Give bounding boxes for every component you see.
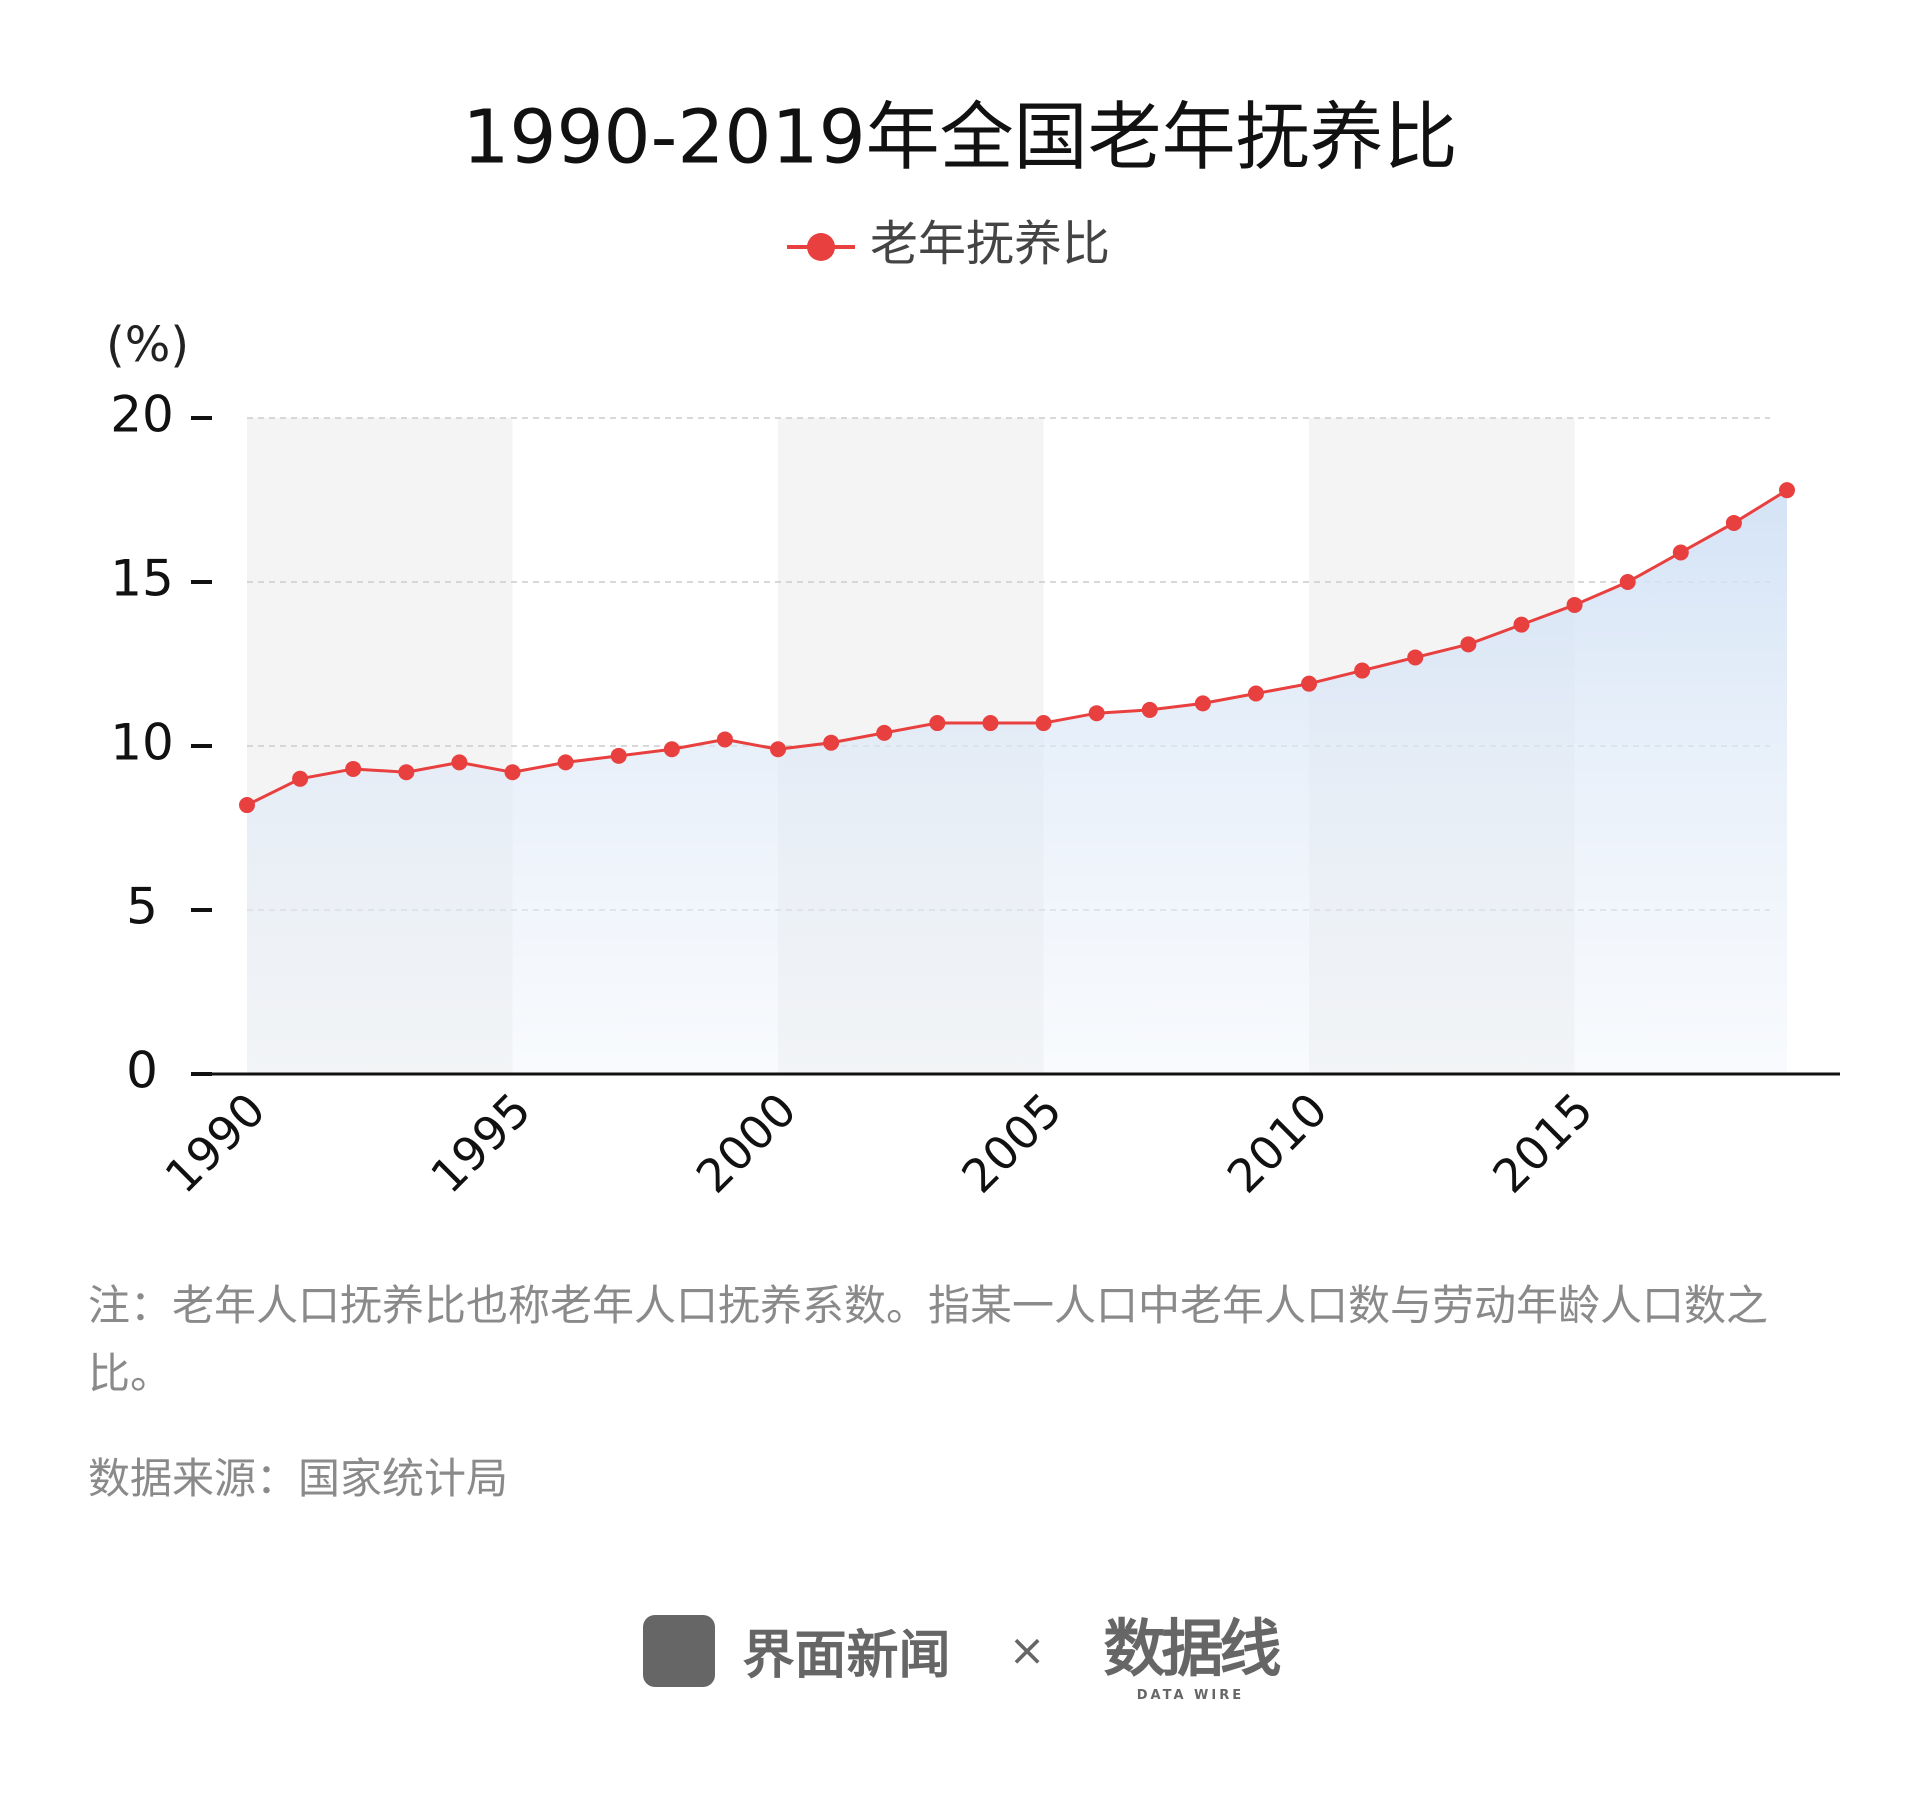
line <box>246 488 1788 807</box>
brand-logo <box>642 1614 715 1687</box>
times: × <box>1008 1625 1046 1676</box>
point <box>929 715 946 732</box>
point <box>557 754 574 771</box>
point <box>398 764 415 781</box>
point <box>876 724 893 741</box>
point <box>1141 701 1158 718</box>
point <box>610 747 627 764</box>
point <box>1725 514 1742 531</box>
point <box>663 741 680 758</box>
y-tick-label: 10 <box>110 714 174 772</box>
point <box>1247 685 1264 702</box>
point <box>1301 675 1318 692</box>
point <box>1460 636 1477 653</box>
point <box>451 754 468 771</box>
point <box>770 741 787 758</box>
y-tick-label: 5 <box>126 878 158 936</box>
note: 注：老年人口抚养比也称老年人口抚养系数。指某一人口中老年人口数与劳动年龄人口数之… <box>88 1281 1769 1398</box>
x-tick-label: 2015 <box>1482 1082 1603 1203</box>
point <box>1035 715 1052 732</box>
legend-marker <box>807 233 835 261</box>
point <box>345 760 362 777</box>
y-axis-label: (%) <box>106 317 189 373</box>
area <box>247 490 1787 1074</box>
partner: 数据线 <box>1103 1612 1281 1685</box>
x-tick-label: 2010 <box>1217 1082 1338 1203</box>
point <box>1619 574 1636 590</box>
footer: 界面新闻 × 数据线 DATA WIRE <box>0 1598 1920 1703</box>
point <box>1779 482 1795 499</box>
point <box>1407 649 1424 666</box>
source: 数据来源：国家统计局 <box>88 1454 509 1503</box>
point <box>239 797 255 814</box>
x-tick-label: 1995 <box>420 1082 541 1203</box>
brand: 界面新闻 <box>742 1626 951 1686</box>
y-tick-label: 20 <box>110 386 174 444</box>
point <box>982 715 999 732</box>
point <box>292 770 309 787</box>
point <box>1194 695 1211 712</box>
point <box>1088 705 1105 722</box>
point <box>1566 596 1583 613</box>
x-tick-label: 2000 <box>686 1082 807 1203</box>
partner-logo: 数据线 DATA WIRE <box>1103 1598 1281 1703</box>
legend-label: 老年抚养比 <box>870 216 1110 272</box>
point <box>504 764 521 781</box>
point <box>1513 616 1530 633</box>
partner-sub: DATA WIRE <box>1136 1688 1245 1703</box>
y-tick-label: 0 <box>126 1042 158 1100</box>
point <box>1354 662 1371 679</box>
x-tick-label: 1990 <box>155 1082 276 1203</box>
x-tick-label: 2005 <box>951 1082 1072 1203</box>
point <box>823 734 840 751</box>
point <box>1672 544 1689 561</box>
y-tick-label: 15 <box>110 550 174 608</box>
point <box>716 731 733 748</box>
chart-title: 1990-2019年全国老年抚养比 <box>462 95 1457 181</box>
